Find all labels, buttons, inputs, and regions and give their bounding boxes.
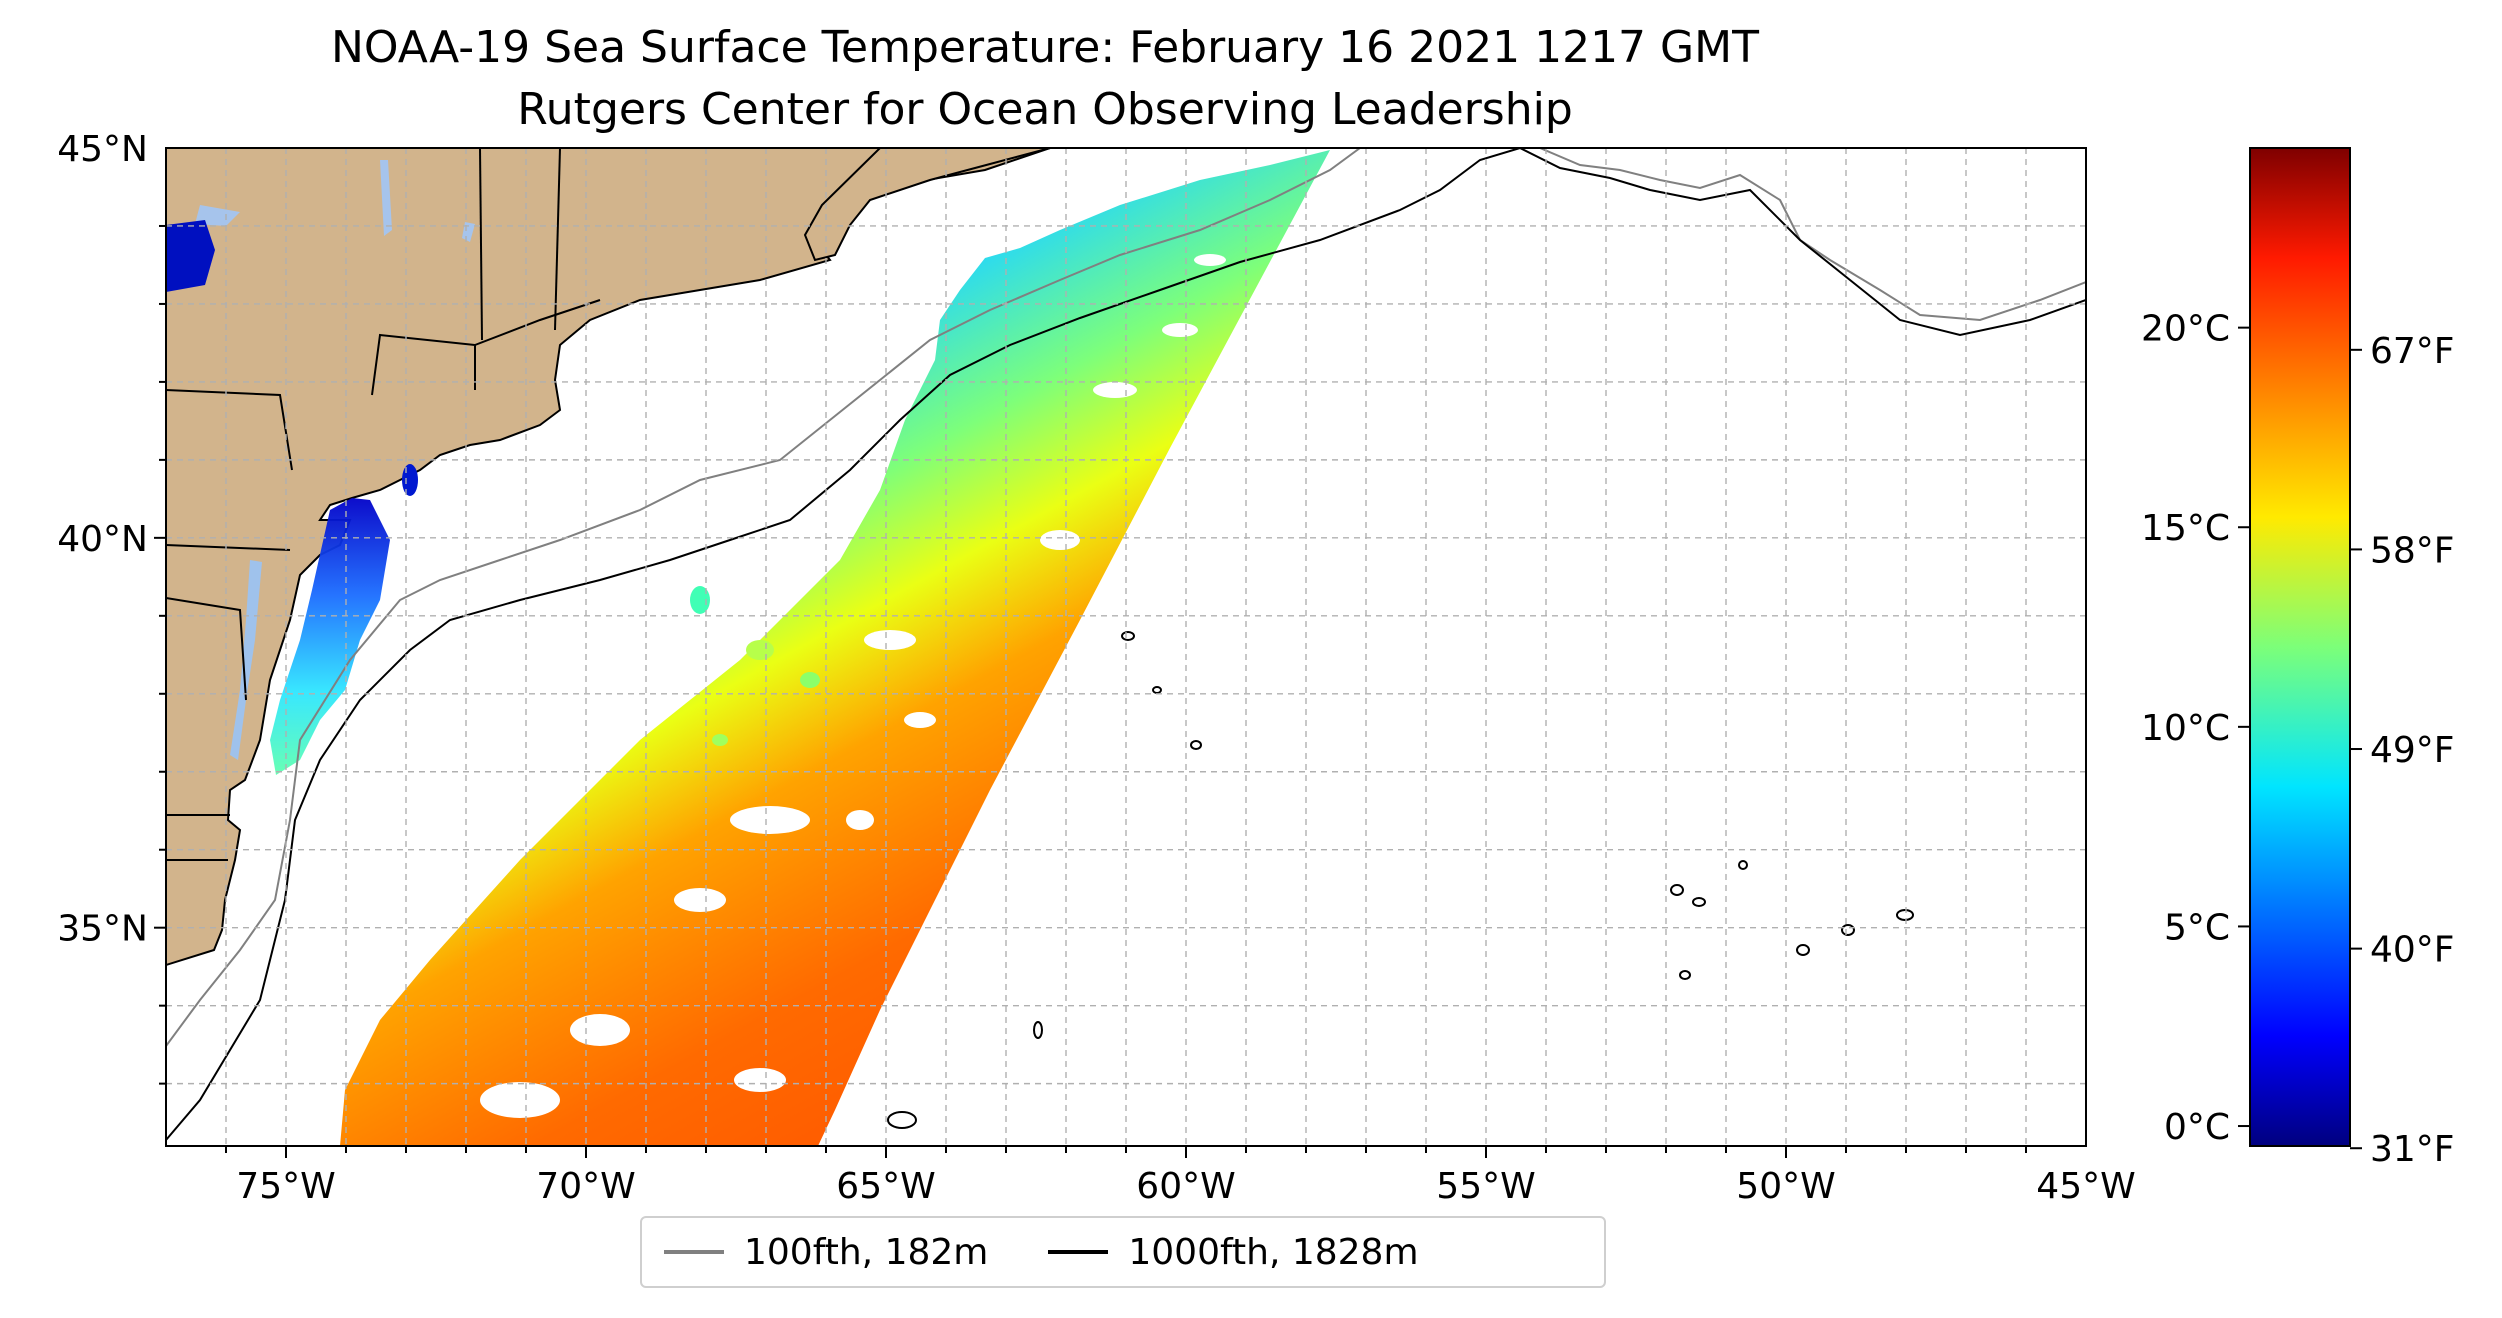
map-title: NOAA-19 Sea Surface Temperature: Februar… xyxy=(331,22,1759,73)
y-tick-label: 35°N xyxy=(57,909,148,950)
sst-satellite-swath xyxy=(340,150,1330,1146)
gridlines xyxy=(166,148,2086,1146)
isobath-100fth xyxy=(166,148,1361,1047)
colorbar xyxy=(2249,147,2351,1147)
colorbar-fahrenheit-label: 31°F xyxy=(2370,1129,2455,1170)
chesapeake-bay xyxy=(230,560,262,760)
isobath-100fth-newfoundland xyxy=(1539,148,2086,322)
legend: 100fth, 182m 1000fth, 1828m xyxy=(640,1216,1606,1288)
land-us-east-coast xyxy=(166,148,1051,967)
map-area xyxy=(166,148,2086,1146)
great-lakes-sst xyxy=(166,220,215,292)
legend-swatch-100fth xyxy=(664,1250,724,1254)
colorbar-fahrenheit-label: 40°F xyxy=(2370,930,2455,971)
x-tick-label: 70°W xyxy=(536,1166,635,1207)
legend-swatch-1000fth xyxy=(1048,1250,1109,1254)
y-tick-label: 45°N xyxy=(57,129,148,170)
x-tick-label: 55°W xyxy=(1436,1166,1535,1207)
colorbar-celsius-label: 20°C xyxy=(2141,309,2230,350)
legend-item-1000fth: 1000fth, 1828m xyxy=(1048,1231,1419,1273)
lake xyxy=(380,160,392,236)
y-tick-label: 40°N xyxy=(57,519,148,560)
lake xyxy=(462,222,475,242)
colorbar-celsius-label: 0°C xyxy=(2164,1107,2230,1148)
x-tick-label: 50°W xyxy=(1736,1166,1835,1207)
legend-label-100fth: 100fth, 182m xyxy=(744,1231,989,1273)
cloud-gaps xyxy=(480,254,1226,1130)
lake xyxy=(195,205,240,226)
axis-ticks: 75°W 70°W 65°W 60°W 55°W 50°W 45°W 35°N 40°N 45°N xyxy=(57,129,2135,1207)
x-tick-label: 60°W xyxy=(1136,1166,1235,1207)
map-subtitle: Rutgers Center for Ocean Observing Leade… xyxy=(517,84,1573,135)
colorbar-celsius-label: 10°C xyxy=(2141,708,2230,749)
sst-patches xyxy=(402,464,820,746)
x-tick-label: 45°W xyxy=(2036,1166,2135,1207)
colorbar-celsius-label: 15°C xyxy=(2141,508,2230,549)
coastal-sst-swath xyxy=(270,498,390,775)
seamounts xyxy=(887,631,1914,1129)
colorbar-ticks: 0°C 5°C 10°C 15°C 20°C 31°F 40°F 49°F 58°F 67°F xyxy=(2141,309,2454,1171)
colorbar-fahrenheit-label: 67°F xyxy=(2370,331,2455,372)
x-tick-label: 65°W xyxy=(836,1166,935,1207)
legend-item-100fth: 100fth, 182m xyxy=(664,1232,988,1273)
x-tick-label: 75°W xyxy=(236,1166,335,1207)
isobath-1000fth-newfoundland xyxy=(1519,148,2086,337)
land-new-brunswick xyxy=(803,148,1051,262)
state-borders xyxy=(166,148,601,861)
colorbar-celsius-label: 5°C xyxy=(2164,907,2230,948)
legend-label-1000fth: 1000fth, 1828m xyxy=(1128,1231,1419,1273)
colorbar-fahrenheit-label: 49°F xyxy=(2370,730,2455,771)
colorbar-fahrenheit-label: 58°F xyxy=(2370,530,2455,571)
isobath-1000fth xyxy=(166,148,1521,1141)
